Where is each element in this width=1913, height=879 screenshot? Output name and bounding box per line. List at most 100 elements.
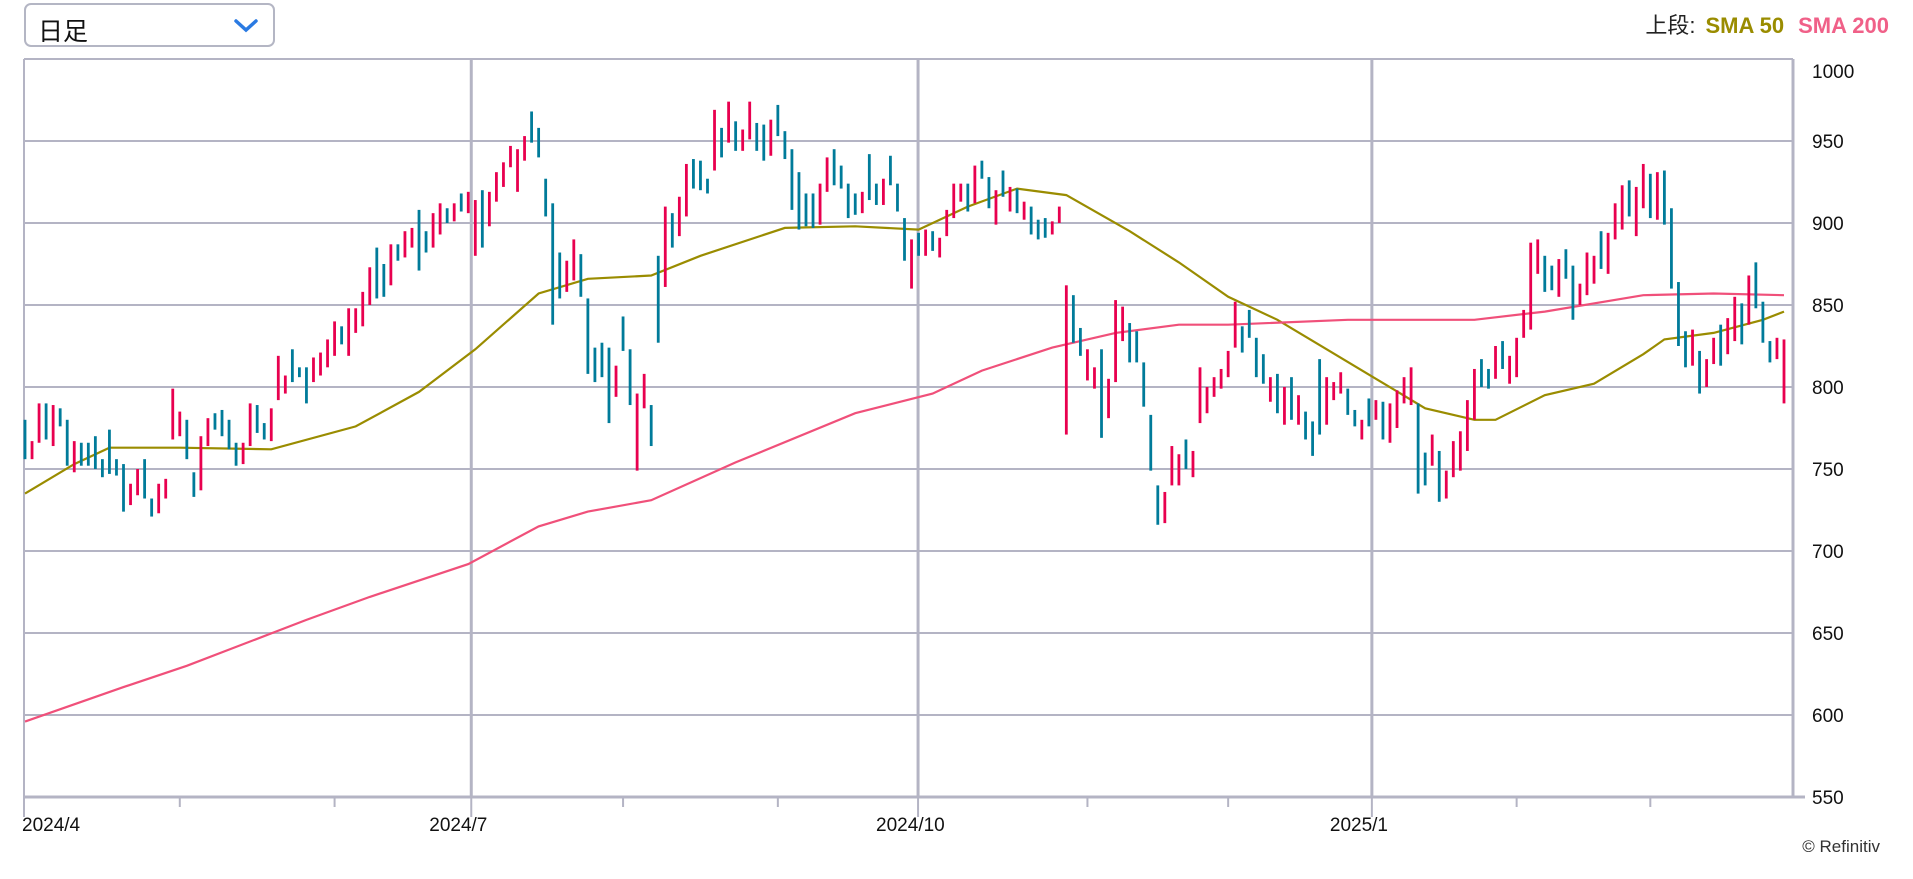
period-select[interactable]: 日足 xyxy=(24,3,275,47)
price-bar-up xyxy=(1529,242,1533,330)
price-bar-up xyxy=(1536,239,1540,274)
price-bar-down xyxy=(889,155,892,186)
price-bar-down xyxy=(980,160,984,179)
price-bar-up xyxy=(1402,377,1406,404)
price-bar-down xyxy=(586,298,590,374)
price-bar-down xyxy=(143,459,147,499)
price-bar-down xyxy=(692,159,695,189)
price-bar-up xyxy=(516,149,519,192)
copyright-credit: © Refinitiv xyxy=(1802,837,1880,856)
price-bar-up xyxy=(684,163,688,217)
y-tick-label: 550 xyxy=(1812,788,1844,809)
price-bar-down xyxy=(896,183,899,212)
price-bar-down xyxy=(917,232,920,256)
price-bar-down xyxy=(1662,170,1666,225)
price-bar-down xyxy=(1353,409,1357,427)
price-bar-up xyxy=(1557,259,1561,297)
price-bar-down xyxy=(1071,295,1075,343)
price-bar-down xyxy=(811,193,815,228)
price-bar-up xyxy=(1219,368,1223,389)
price-bar-up xyxy=(1205,387,1209,414)
price-bar-down xyxy=(987,177,991,209)
price-bar-down xyxy=(579,254,583,297)
price-bar-up xyxy=(1634,186,1638,237)
price-bar-down xyxy=(79,442,83,466)
price-bar-up xyxy=(1733,296,1737,342)
price-bar-down xyxy=(1670,208,1673,289)
legend-sma200: SMA 200 xyxy=(1798,13,1889,38)
price-bar-up xyxy=(1451,441,1455,478)
price-bar-up xyxy=(1747,275,1751,325)
price-bar-up xyxy=(1114,300,1117,383)
y-tick-label: 750 xyxy=(1812,460,1844,481)
y-tick-label: 900 xyxy=(1812,214,1844,235)
price-bar-down xyxy=(1684,331,1687,368)
price-bar-down xyxy=(1346,388,1350,415)
price-bar-down xyxy=(122,464,125,512)
price-bar-down xyxy=(1261,354,1265,384)
price-bar-down xyxy=(1100,349,1103,438)
price-bar-up xyxy=(1465,400,1469,451)
price-bar-up xyxy=(495,172,498,202)
price-bar-up xyxy=(206,418,210,447)
price-bar-down xyxy=(607,347,611,424)
price-bar-down xyxy=(417,209,421,271)
y-tick-label: 1000 xyxy=(1812,62,1854,83)
price-bar-down xyxy=(1254,337,1258,378)
indicator-legend: 上段: SMA 50 SMA 200 xyxy=(1635,8,1889,40)
price-bar-down xyxy=(262,423,266,440)
price-bar-down xyxy=(150,498,154,517)
price-bar-up xyxy=(438,203,442,235)
price-bar-down xyxy=(1128,323,1132,363)
price-bar-down xyxy=(340,326,344,345)
price-bar-up xyxy=(248,403,252,447)
price-bar-down xyxy=(290,349,294,383)
price-bar-up xyxy=(642,373,646,409)
price-bar-up xyxy=(269,408,273,442)
price-bar-up xyxy=(523,136,526,161)
price-bar-up xyxy=(924,229,928,256)
x-tick-label: 2024/4 xyxy=(22,815,81,836)
price-bar-down xyxy=(1029,206,1033,235)
price-bar-up xyxy=(466,191,470,214)
price-bar-up xyxy=(1641,163,1645,209)
price-bar-up xyxy=(1198,367,1202,424)
price-bar-up xyxy=(1332,382,1336,401)
price-bar-up xyxy=(860,191,864,214)
price-bar-up xyxy=(677,196,681,237)
price-bar-up xyxy=(1430,434,1434,466)
price-bar-up xyxy=(473,200,477,256)
price-bar-up xyxy=(910,239,913,289)
price-bar-up xyxy=(1655,172,1659,220)
chevron-down-icon xyxy=(234,19,258,33)
price-bar-up xyxy=(635,393,639,471)
price-bar-up xyxy=(199,436,203,491)
price-bar-down xyxy=(1304,411,1307,440)
price-bar-down xyxy=(1501,341,1504,369)
price-bar-down xyxy=(115,459,118,476)
price-bar-down xyxy=(551,203,555,325)
price-bar-down xyxy=(445,208,449,223)
price-bar-down xyxy=(1677,282,1680,346)
price-bar-up xyxy=(959,183,963,202)
price-bar-up xyxy=(1705,359,1709,387)
x-tick-label: 2024/7 xyxy=(429,815,487,836)
price-bar-down xyxy=(649,405,653,447)
price-bar-up xyxy=(1093,367,1096,389)
price-bar-up xyxy=(713,109,716,171)
price-bar-down xyxy=(255,405,259,433)
price-bar-down xyxy=(1001,170,1005,197)
price-bar-up xyxy=(1170,446,1174,486)
price-bar-down xyxy=(1043,218,1047,238)
price-bar-up xyxy=(1086,349,1089,381)
price-bar-down xyxy=(185,419,189,460)
price-bar-up xyxy=(326,339,329,368)
price-bar-down xyxy=(396,244,400,261)
price-bar-up xyxy=(565,260,569,292)
price-bar-up xyxy=(1268,377,1272,402)
price-bar-down xyxy=(1627,180,1631,217)
price-bar-up xyxy=(1233,301,1237,348)
price-bar-down xyxy=(1761,301,1765,343)
price-bar-up xyxy=(952,183,956,219)
price-bar-down xyxy=(480,190,484,248)
